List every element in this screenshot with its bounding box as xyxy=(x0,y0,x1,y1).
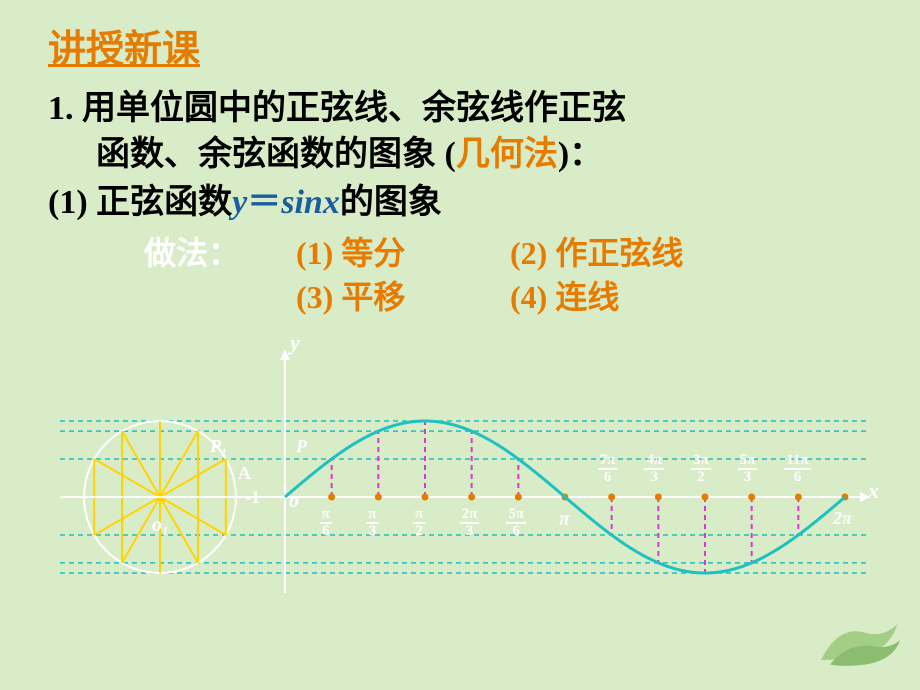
tick-bottom-2: π3 xyxy=(366,507,378,539)
tick-top-8: 4π3 xyxy=(644,453,664,485)
tick-top-7: 7π6 xyxy=(598,453,618,485)
label-neg1: -1 xyxy=(245,487,260,508)
tick-top-10: 5π3 xyxy=(738,453,758,485)
decorative-leaf xyxy=(812,612,902,672)
step-3: (3) 平移 xyxy=(296,272,405,318)
label-a: A xyxy=(238,463,251,484)
math-x: x xyxy=(323,184,340,221)
method-label: 做法： xyxy=(144,228,240,274)
line2-post: )： xyxy=(558,136,603,173)
tick-2pi: 2π xyxy=(833,509,852,527)
text-line-2: 函数、余弦函数的图象 (几何法)： xyxy=(96,126,603,175)
math-sin: sin xyxy=(281,184,323,221)
tick-bottom-3: π2 xyxy=(413,507,425,539)
label-p1: P₁ xyxy=(210,436,227,457)
text-line-1: 1. 用单位圆中的正弦线、余弦线作正弦 xyxy=(48,80,626,129)
line3-pre: (1) 正弦函数 xyxy=(48,184,232,221)
axis-x-label: x xyxy=(868,478,879,504)
line2-highlight: 几何法 xyxy=(456,136,558,173)
step-4: (4) 连线 xyxy=(510,272,619,318)
step-2: (2) 作正弦线 xyxy=(510,228,683,274)
text-line-3: (1) 正弦函数y＝sinx的图象 xyxy=(48,174,442,223)
label-origin: o xyxy=(289,490,299,513)
label-p: P xyxy=(296,436,307,457)
line2-pre: 函数、余弦函数的图象 ( xyxy=(96,136,456,173)
label-o1: o₁ xyxy=(152,514,169,537)
tick-pi: π xyxy=(559,509,570,529)
line3-post: 的图象 xyxy=(340,184,442,221)
math-y: y xyxy=(232,184,247,221)
math-eq: ＝ xyxy=(247,184,281,221)
tick-top-11: 11π6 xyxy=(784,453,810,485)
tick-bottom-5: 5π6 xyxy=(506,507,526,539)
tick-top-9: 3π2 xyxy=(691,453,711,485)
tick-bottom-4: 2π3 xyxy=(460,507,480,539)
step-1: (1) 等分 xyxy=(296,228,405,274)
chart-svg xyxy=(50,320,900,640)
slide-title: 讲授新课 xyxy=(48,18,200,73)
tick-bottom-1: π6 xyxy=(320,507,332,539)
sine-chart: y x P₁ P A -1 o o₁ π6 π3 π2 2π3 5π6 7π6 4π3 3π… xyxy=(50,320,900,640)
axis-y-label: y xyxy=(290,330,300,356)
